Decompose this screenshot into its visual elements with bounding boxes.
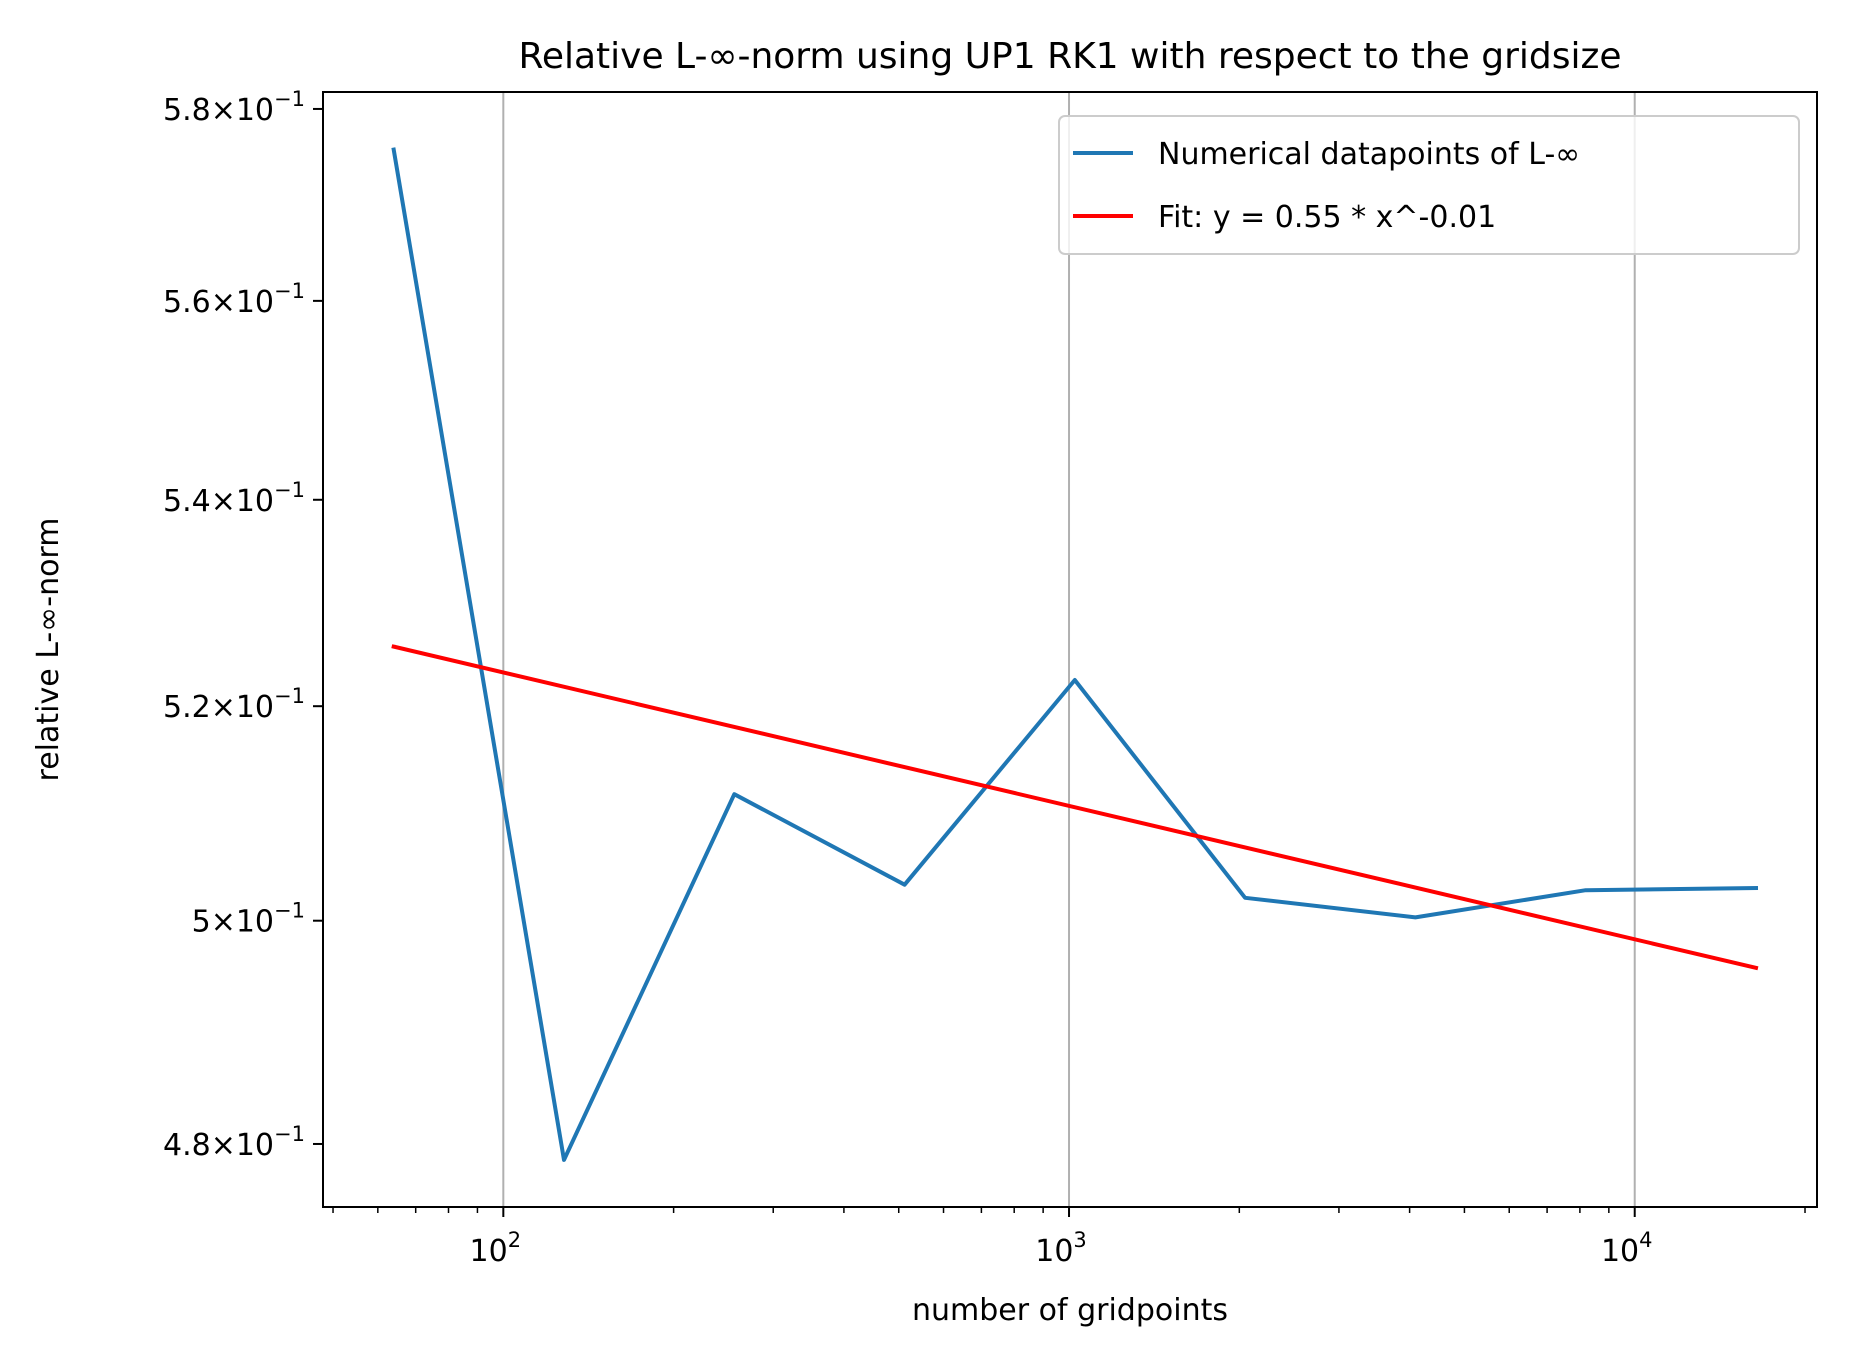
series-line-0 [391,147,1759,1162]
legend-label: Numerical datapoints of L-∞ [1158,137,1580,172]
legend-label: Fit: y = 0.55 * x^-0.01 [1158,200,1496,235]
y-axis-title: relative L-∞-norm [31,518,66,782]
x-tick-label: 104 [1601,1228,1653,1269]
y-tick-label: 5.2×10−1 [163,684,305,725]
series-line-1 [391,644,1759,971]
series-layer [391,147,1759,1162]
y-tick-label: 5×10−1 [192,899,305,940]
legend-box [1058,115,1800,255]
chart-title: Relative L-∞-norm using UP1 RK1 with res… [518,36,1621,77]
ticks-layer: 102 103 104 4.8×10−1 5×10−1 5.2×10−1 5.4×10−1 5… [163,87,1653,1269]
grid-layer [502,92,1636,1207]
x-tick-label: 103 [1035,1228,1087,1269]
y-tick-label: 5.4×10−1 [163,478,305,519]
y-tick-label: 4.8×10−1 [163,1122,305,1163]
legend-items: Numerical datapoints of L-∞ Fit: y = 0.55… [1073,137,1580,235]
y-tick-label: 5.8×10−1 [163,87,305,128]
legend: Numerical datapoints of L-∞ Fit: y = 0.55… [1058,115,1800,255]
y-tick-label: 5.6×10−1 [163,279,305,320]
x-tick-label: 102 [470,1228,522,1269]
plot-frame [322,91,1818,1208]
x-axis-title: number of gridpoints [912,1293,1228,1328]
